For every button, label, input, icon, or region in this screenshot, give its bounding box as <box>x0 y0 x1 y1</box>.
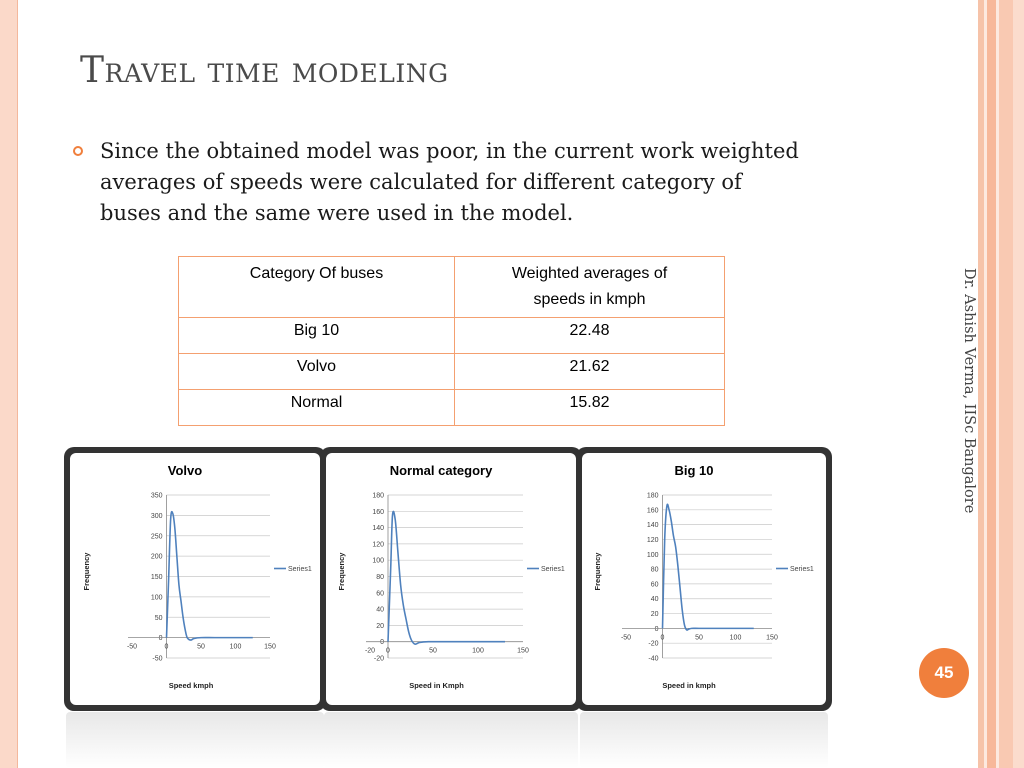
chart-title: Big 10 <box>674 463 713 478</box>
x-tick-label: 0 <box>165 644 169 651</box>
table-cell: Volvo <box>178 353 455 390</box>
table-row: Big 10 22.48 <box>178 317 725 354</box>
y-tick-label: 60 <box>376 590 384 597</box>
x-axis-label: Speed in Kmph <box>409 681 464 690</box>
y-axis-label: Frequency <box>337 552 346 591</box>
x-tick-label: 150 <box>517 648 529 655</box>
x-tick-label: 50 <box>197 644 205 651</box>
legend-label: Series1 <box>790 566 814 573</box>
x-tick-label: -50 <box>127 644 137 651</box>
x-tick-label: 0 <box>386 648 390 655</box>
bullet-text: Since the obtained model was poor, in th… <box>100 139 799 225</box>
y-tick-label: 100 <box>372 558 384 565</box>
right-stripe-decoration <box>987 0 996 768</box>
y-tick-label: 80 <box>376 574 384 581</box>
y-tick-label: 0 <box>655 626 659 633</box>
table-cell: 21.62 <box>454 353 725 390</box>
right-stripe-decoration <box>1013 0 1024 768</box>
y-tick-label: 350 <box>151 493 163 500</box>
x-tick-label: 0 <box>661 634 665 641</box>
table-cell: 22.48 <box>454 317 725 354</box>
series-line <box>661 503 754 631</box>
chart-frame-normal: Normal category -20 0 20 40 60 80 100 120 140 160 1… <box>320 447 582 711</box>
y-tick-label: 120 <box>372 541 384 548</box>
bullet-circle-icon <box>73 146 83 156</box>
y-tick-label: 120 <box>647 537 659 544</box>
x-tick-label: 50 <box>695 634 703 641</box>
table-row: Normal 15.82 <box>178 389 725 426</box>
y-tick-label: 160 <box>372 509 384 516</box>
y-tick-label: 40 <box>376 607 384 614</box>
y-tick-label: -20 <box>648 641 658 648</box>
table-header-cell: Weighted averages of speeds in kmph <box>454 256 725 318</box>
y-tick-label: 180 <box>372 493 384 500</box>
left-border-line <box>17 0 18 768</box>
x-tick-label: 100 <box>730 634 742 641</box>
right-stripe-decoration <box>984 0 987 768</box>
chart-reflection <box>580 712 828 768</box>
chart-frame-volvo: Volvo -50 0 50 100 150 200 250 300 350 -50 0 50 100 15… <box>64 447 326 711</box>
chart-title: Normal category <box>390 463 493 478</box>
author-credit: Dr. Ashish Verma, IISc Bangalore <box>955 268 981 548</box>
y-tick-label: 80 <box>651 567 659 574</box>
chart-reflection <box>324 712 578 768</box>
table-cell: Big 10 <box>178 317 455 354</box>
chart-reflection <box>66 712 324 768</box>
y-tick-label: 140 <box>647 522 659 529</box>
author-credit-text: Dr. Ashish Verma, IISc Bangalore <box>961 268 977 514</box>
y-tick-label: 0 <box>159 635 163 642</box>
speed-table: Category Of buses Weighted averages of s… <box>178 256 725 426</box>
right-stripe-decoration <box>978 0 984 768</box>
x-tick-label: 100 <box>472 648 484 655</box>
chart-frame-big10: Big 10 -40 -20 0 20 40 60 80 100 120 140 160 180 -50 0… <box>576 447 832 711</box>
series-line <box>165 510 253 641</box>
table-row: Volvo 21.62 <box>178 353 725 390</box>
y-tick-label: 160 <box>647 507 659 514</box>
x-tick-label: -50 <box>621 634 631 641</box>
y-tick-label: 200 <box>151 554 163 561</box>
y-tick-label: 180 <box>647 493 659 500</box>
right-stripe-decoration <box>999 0 1013 768</box>
y-tick-label: 50 <box>155 615 163 622</box>
y-tick-label: -50 <box>152 656 162 663</box>
table-cell: Normal <box>178 389 455 426</box>
x-tick-label: -20 <box>365 648 375 655</box>
y-tick-label: 300 <box>151 513 163 520</box>
y-tick-label: 100 <box>647 552 659 559</box>
y-tick-label: -40 <box>648 656 658 663</box>
x-axis-label: Speed in kmph <box>662 681 716 690</box>
y-tick-label: -20 <box>374 656 384 663</box>
series-line <box>387 510 505 646</box>
chart-title: Volvo <box>168 463 202 478</box>
y-tick-label: 40 <box>651 596 659 603</box>
y-tick-label: 0 <box>380 639 384 646</box>
x-axis-label: Speed kmph <box>169 681 214 690</box>
page-number-badge: 45 <box>919 648 969 698</box>
x-tick-label: 150 <box>766 634 778 641</box>
slide-title: Travel time modeling <box>80 50 449 91</box>
table-header-row: Category Of buses Weighted averages of s… <box>178 256 725 318</box>
y-tick-label: 20 <box>651 611 659 618</box>
y-axis-label: Frequency <box>82 552 91 591</box>
y-tick-label: 100 <box>151 594 163 601</box>
table-header-cell: Category Of buses <box>178 256 455 318</box>
x-tick-label: 150 <box>264 644 276 651</box>
y-tick-label: 20 <box>376 623 384 630</box>
x-tick-label: 100 <box>230 644 242 651</box>
x-tick-label: 50 <box>429 648 437 655</box>
left-border-decoration <box>0 0 17 768</box>
table-header-text: Weighted averages of speeds in kmph <box>511 265 668 308</box>
chart-normal-category: Normal category-200204060801001201401601… <box>337 463 565 690</box>
y-axis-label: Frequency <box>593 552 602 591</box>
table-cell: 15.82 <box>454 389 725 426</box>
y-tick-label: 150 <box>151 574 163 581</box>
right-stripe-decoration <box>996 0 999 768</box>
legend-label: Series1 <box>288 566 312 573</box>
y-tick-label: 250 <box>151 533 163 540</box>
y-tick-label: 60 <box>651 581 659 588</box>
y-tick-label: 140 <box>372 525 384 532</box>
legend-label: Series1 <box>541 566 565 573</box>
